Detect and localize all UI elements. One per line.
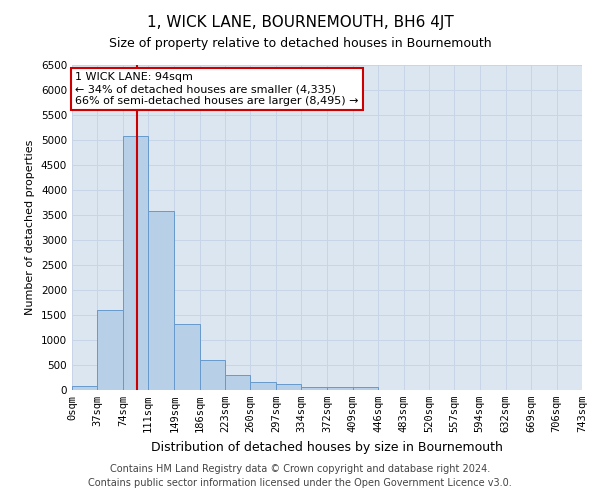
Y-axis label: Number of detached properties: Number of detached properties bbox=[25, 140, 35, 315]
Text: 1, WICK LANE, BOURNEMOUTH, BH6 4JT: 1, WICK LANE, BOURNEMOUTH, BH6 4JT bbox=[146, 15, 454, 30]
Bar bbox=[353, 386, 378, 390]
Bar bbox=[250, 382, 276, 390]
Bar bbox=[97, 310, 123, 390]
Bar bbox=[225, 375, 250, 390]
Bar bbox=[200, 360, 225, 390]
Bar bbox=[276, 384, 301, 390]
Bar bbox=[72, 386, 97, 390]
Text: 1 WICK LANE: 94sqm
← 34% of detached houses are smaller (4,335)
66% of semi-deta: 1 WICK LANE: 94sqm ← 34% of detached hou… bbox=[76, 72, 359, 106]
Bar bbox=[148, 211, 174, 390]
Text: Contains HM Land Registry data © Crown copyright and database right 2024.
Contai: Contains HM Land Registry data © Crown c… bbox=[88, 464, 512, 487]
X-axis label: Distribution of detached houses by size in Bournemouth: Distribution of detached houses by size … bbox=[151, 440, 503, 454]
Bar bbox=[174, 324, 200, 390]
Bar bbox=[123, 136, 148, 390]
Text: Size of property relative to detached houses in Bournemouth: Size of property relative to detached ho… bbox=[109, 38, 491, 51]
Bar bbox=[328, 387, 353, 390]
Bar bbox=[301, 387, 328, 390]
